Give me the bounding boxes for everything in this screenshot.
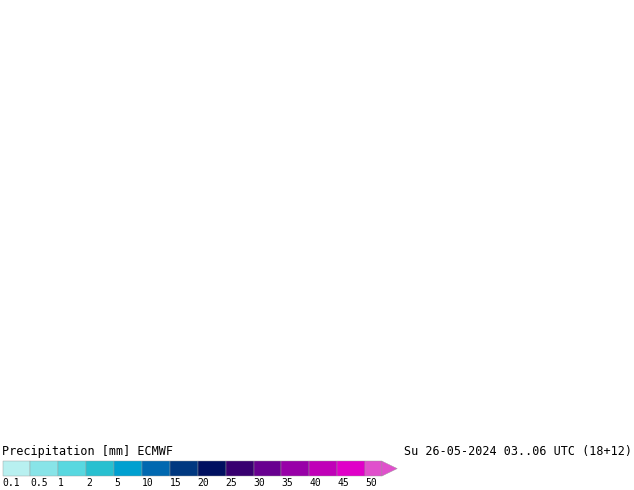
Bar	[281, 461, 309, 476]
Polygon shape	[382, 461, 398, 476]
Text: 15: 15	[170, 478, 182, 489]
Text: Precipitation [mm] ECMWF: Precipitation [mm] ECMWF	[2, 445, 173, 458]
Bar	[142, 461, 170, 476]
Text: 10: 10	[142, 478, 154, 489]
Text: 50: 50	[365, 478, 377, 489]
Text: 0.1: 0.1	[3, 478, 20, 489]
Bar	[30, 461, 58, 476]
Bar	[198, 461, 226, 476]
Bar	[86, 461, 114, 476]
Text: 45: 45	[337, 478, 349, 489]
Bar	[309, 461, 337, 476]
Text: 0.5: 0.5	[30, 478, 48, 489]
Text: 40: 40	[309, 478, 321, 489]
Bar	[365, 461, 382, 476]
Text: 1: 1	[58, 478, 64, 489]
Bar	[337, 461, 365, 476]
Text: 2: 2	[86, 478, 92, 489]
Text: 5: 5	[114, 478, 120, 489]
Text: 35: 35	[281, 478, 294, 489]
Bar	[170, 461, 198, 476]
Bar	[3, 461, 30, 476]
Bar	[58, 461, 86, 476]
Bar	[114, 461, 142, 476]
Bar	[254, 461, 281, 476]
Text: Su 26-05-2024 03..06 UTC (18+12): Su 26-05-2024 03..06 UTC (18+12)	[404, 445, 632, 458]
Text: 25: 25	[226, 478, 238, 489]
Text: 30: 30	[254, 478, 266, 489]
Bar	[226, 461, 254, 476]
Text: 20: 20	[198, 478, 210, 489]
